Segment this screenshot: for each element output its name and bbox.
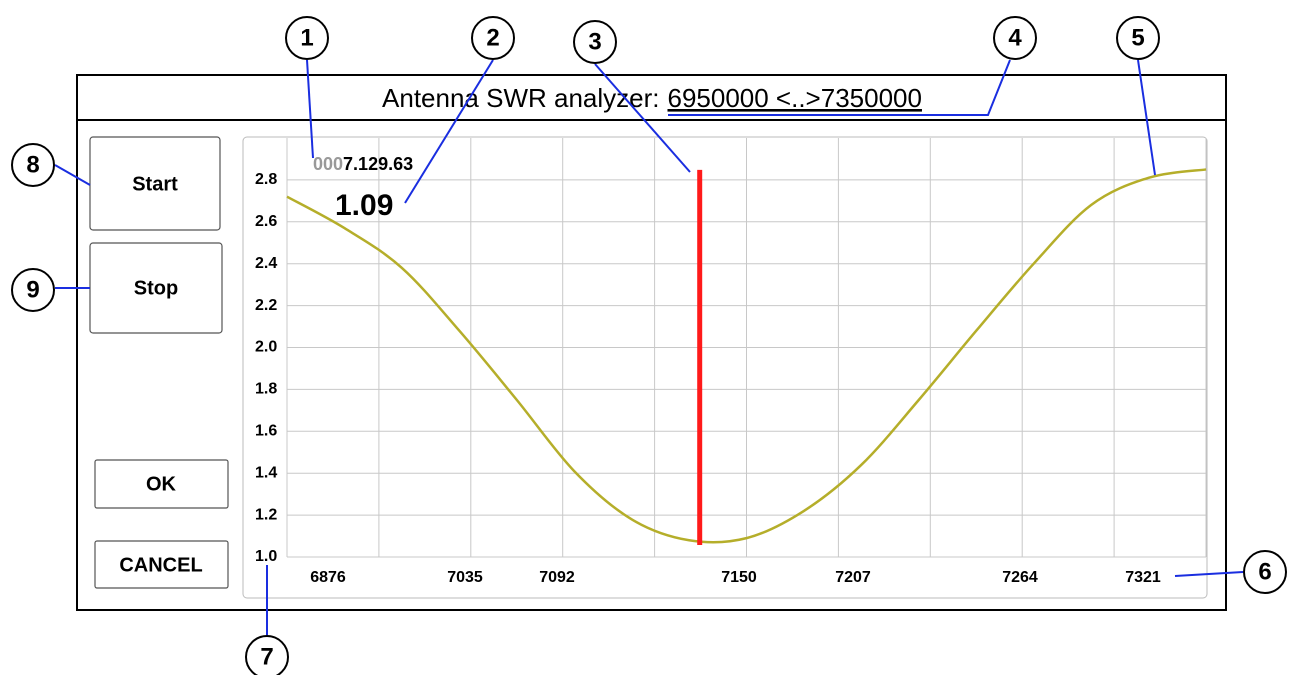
y-tick-label: 1.4 xyxy=(255,464,277,481)
cancel-button[interactable] xyxy=(94,540,229,589)
callout-circle xyxy=(1243,550,1287,594)
start-button[interactable] xyxy=(89,136,221,231)
callout-circle xyxy=(245,635,289,675)
x-tick-label: 7150 xyxy=(721,569,757,586)
callout-leader xyxy=(306,59,314,159)
y-tick-label: 1.2 xyxy=(255,506,277,523)
callout-number: 2 xyxy=(486,24,499,51)
window-title: Antenna SWR analyzer: 6950000 <..>7350000 xyxy=(382,83,922,113)
frequency-readout: 0007.129.63 xyxy=(313,154,413,174)
callout-circle xyxy=(11,143,55,187)
y-tick-label: 2.6 xyxy=(255,213,277,230)
y-tick-label: 2.4 xyxy=(255,255,277,272)
frequency-value: 7.129.63 xyxy=(343,154,413,174)
y-tick-label: 1.0 xyxy=(255,548,277,565)
frequency-prefix: 000 xyxy=(313,154,343,174)
plot-frame xyxy=(242,136,1208,599)
callout-number: 8 xyxy=(26,151,39,178)
y-tick-label: 1.8 xyxy=(255,381,277,398)
y-tick-label: 1.6 xyxy=(255,423,277,440)
swr-curve xyxy=(286,168,1207,544)
x-tick-label: 7035 xyxy=(447,569,483,586)
y-tick-label: 2.8 xyxy=(255,171,277,188)
ok-button[interactable] xyxy=(94,459,229,509)
callout-circle xyxy=(1116,16,1160,60)
callout-leader xyxy=(1174,571,1244,577)
x-tick-label: 7264 xyxy=(1002,569,1038,586)
callouts: 1 2 3 4 5 6 7 8 9 xyxy=(11,16,1287,675)
callout-number: 5 xyxy=(1131,24,1144,51)
callout-leader xyxy=(1137,59,1156,176)
callout-leader xyxy=(668,59,1011,116)
callout-circle xyxy=(573,20,617,64)
callout-number: 6 xyxy=(1258,558,1271,585)
plot: 1.0 1.2 1.4 1.6 1.8 2.0 2.2 2.4 2.6 2.8 6876 7035 70… xyxy=(255,138,1207,586)
y-tick-label: 2.2 xyxy=(255,297,277,314)
callout-number: 9 xyxy=(26,276,39,303)
callout-number: 7 xyxy=(260,643,273,670)
cancel-label: CANCEL xyxy=(119,554,202,576)
callout-leader xyxy=(594,63,691,173)
title-range: 6950000 <..>7350000 xyxy=(667,83,921,113)
start-label: Start xyxy=(132,173,178,195)
callout-leader xyxy=(404,59,494,204)
callout-leader xyxy=(54,164,91,186)
callout-circle xyxy=(285,16,329,60)
callout-number: 4 xyxy=(1008,24,1022,51)
callout-circle xyxy=(471,16,515,60)
callout-number: 3 xyxy=(588,28,601,55)
y-tick-label: 2.0 xyxy=(255,339,277,356)
x-tick-label: 7092 xyxy=(539,569,575,586)
swr-readout: 1.09 xyxy=(335,189,393,222)
callout-number: 1 xyxy=(300,24,313,51)
ok-label: OK xyxy=(146,473,177,495)
x-tick-label: 7207 xyxy=(835,569,871,586)
title-text: Antenna SWR analyzer: xyxy=(382,83,659,113)
callout-circle xyxy=(993,16,1037,60)
callout-circle xyxy=(11,268,55,312)
x-tick-label: 6876 xyxy=(310,569,346,586)
stop-label: Stop xyxy=(134,277,178,299)
x-tick-label: 7321 xyxy=(1125,569,1161,586)
